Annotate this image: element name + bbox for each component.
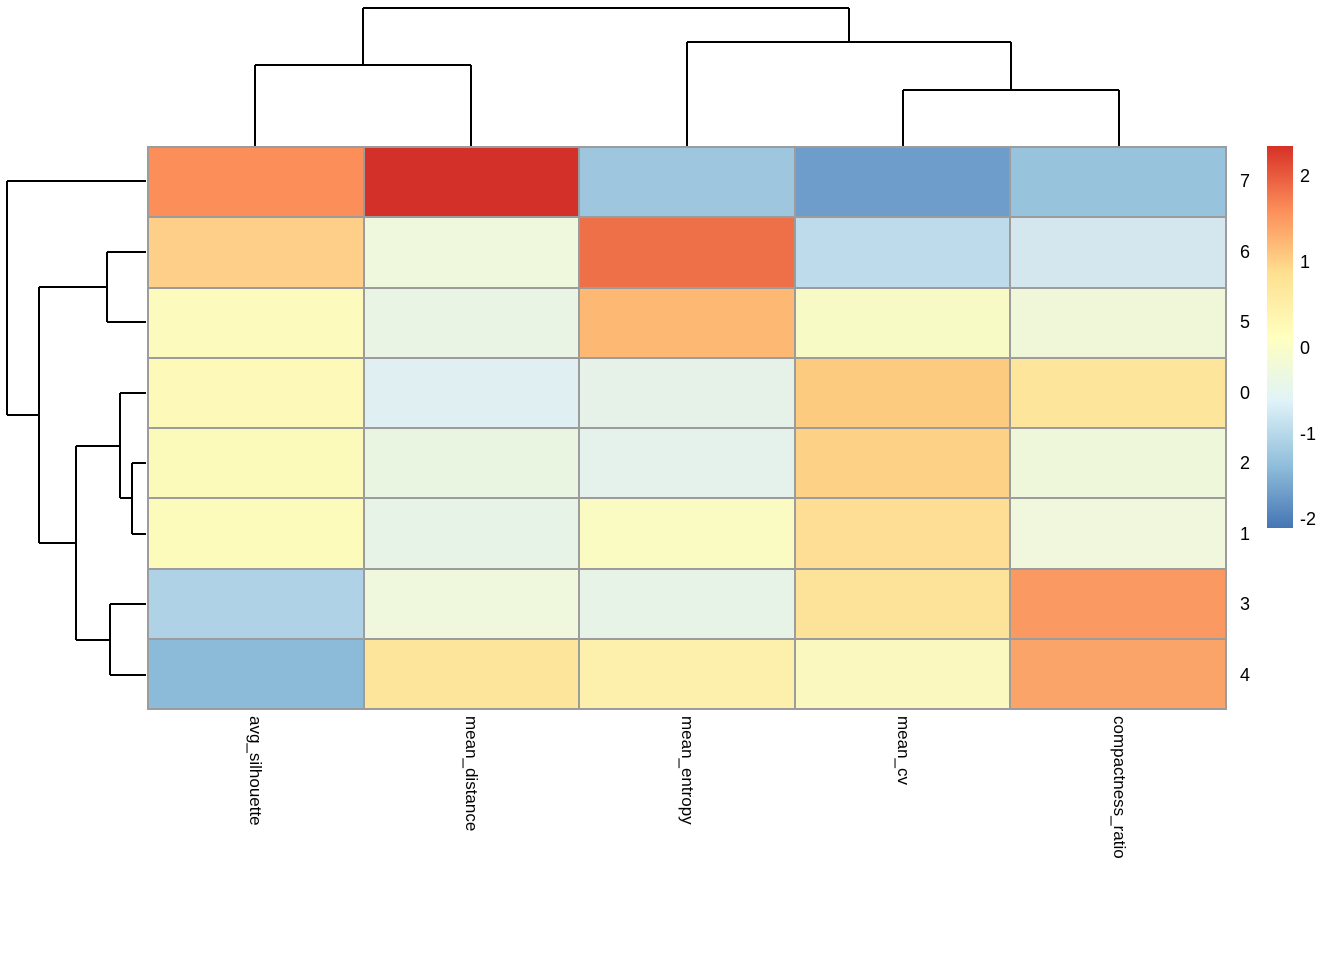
heatmap-cell-row6-mean_cv (795, 218, 1010, 287)
heatmap-cell-row5-compactness_ratio (1011, 288, 1225, 357)
heatmap-cell-row7-compactness_ratio (1011, 148, 1225, 217)
heatmap-cell-row1-mean_cv (795, 499, 1010, 568)
heatmap-cell-row4-mean_entropy (580, 639, 794, 708)
row-label-4: 4 (1240, 664, 1251, 685)
legend-tick--1: -1 (1300, 423, 1317, 444)
heatmap-cell-row6-mean_distance (364, 218, 579, 287)
heatmap-cell-row2-mean_cv (795, 429, 1010, 498)
heatmap-cell-row7-mean_entropy (580, 148, 794, 217)
heatmap-cell-row3-compactness_ratio (1011, 569, 1225, 638)
heatmap-cell-row6-mean_entropy (580, 218, 794, 287)
heatmap-cell-row4-avg_silhouette (149, 639, 363, 708)
heatmap-cell-row1-mean_entropy (580, 499, 794, 568)
heatmap-cell-row0-mean_cv (795, 358, 1010, 427)
heatmap-cell-row7-avg_silhouette (149, 148, 363, 217)
column-label-avg_silhouette: avg_silhouette (246, 716, 265, 826)
heatmap-grid (147, 146, 1227, 710)
legend-tick--2: -2 (1300, 509, 1317, 530)
row-label-7: 7 (1240, 171, 1251, 192)
row-label-1: 1 (1240, 523, 1251, 544)
row-label-3: 3 (1240, 594, 1251, 615)
heatmap-cell-row2-mean_distance (364, 429, 579, 498)
heatmap-cell-row1-mean_distance (364, 499, 579, 568)
row-label-6: 6 (1240, 241, 1251, 262)
heatmap-cell-row7-mean_cv (795, 148, 1010, 217)
legend-gradient-bar (1267, 146, 1293, 528)
heatmap-cell-row5-mean_cv (795, 288, 1010, 357)
column-dendrogram (254, 7, 1120, 146)
heatmap-cell-row5-mean_entropy (580, 288, 794, 357)
row-label-0: 0 (1240, 382, 1251, 403)
column-label-mean_cv: mean_cv (894, 716, 913, 785)
column-label-mean_distance: mean_distance (462, 716, 481, 832)
legend-tick-0: 0 (1300, 337, 1311, 358)
row-label-2: 2 (1240, 453, 1251, 474)
heatmap-cell-row1-compactness_ratio (1011, 499, 1225, 568)
heatmap-cell-row0-compactness_ratio (1011, 358, 1225, 427)
heatmap-cell-row3-mean_distance (364, 569, 579, 638)
heatmap-cell-row3-mean_entropy (580, 569, 794, 638)
heatmap-cell-row5-avg_silhouette (149, 288, 363, 357)
column-label-mean_entropy: mean_entropy (678, 716, 697, 825)
row-dendrogram (6, 180, 146, 676)
heatmap-cell-row6-avg_silhouette (149, 218, 363, 287)
heatmap-cell-row6-compactness_ratio (1011, 218, 1225, 287)
heatmap-cell-row4-mean_cv (795, 639, 1010, 708)
heatmap-cell-row1-avg_silhouette (149, 499, 363, 568)
heatmap-cell-row4-compactness_ratio (1011, 639, 1225, 708)
heatmap-cell-row0-mean_distance (364, 358, 579, 427)
heatmap-cell-row2-compactness_ratio (1011, 429, 1225, 498)
heatmap-cell-row3-mean_cv (795, 569, 1010, 638)
column-label-compactness_ratio: compactness_ratio (1110, 716, 1129, 859)
heatmap-cell-row0-avg_silhouette (149, 358, 363, 427)
heatmap-cell-row2-mean_entropy (580, 429, 794, 498)
legend-tick-1: 1 (1300, 251, 1311, 272)
heatmap-cell-row7-mean_distance (364, 148, 579, 217)
heatmap-cell-row0-mean_entropy (580, 358, 794, 427)
heatmap-cell-row4-mean_distance (364, 639, 579, 708)
heatmap-cell-row5-mean_distance (364, 288, 579, 357)
heatmap-cell-row2-avg_silhouette (149, 429, 363, 498)
legend-tick-2: 2 (1300, 166, 1311, 187)
heatmap-cell-row3-avg_silhouette (149, 569, 363, 638)
row-label-5: 5 (1240, 312, 1251, 333)
